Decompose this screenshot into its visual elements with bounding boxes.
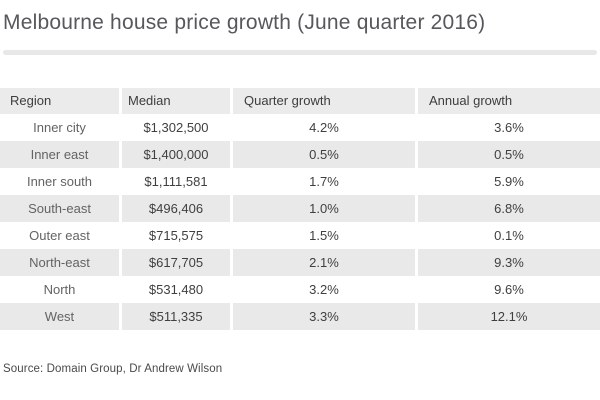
table-cell: $531,480: [122, 276, 230, 303]
table-cell: $1,302,500: [122, 114, 230, 141]
table-row: Inner east $1,400,000 0.5% 0.5%: [0, 141, 600, 168]
table-cell: 5.9%: [418, 168, 600, 195]
table-cell: North-east: [0, 249, 119, 276]
table-cell: South-east: [0, 195, 119, 222]
table-row: South-east $496,406 1.0% 6.8%: [0, 195, 600, 222]
table-cell: 3.3%: [233, 303, 415, 330]
header-cell: Annual growth: [418, 88, 600, 114]
table-cell: 2.1%: [233, 249, 415, 276]
table-cell: 0.1%: [418, 222, 600, 249]
table-body: Inner city $1,302,500 4.2% 3.6% Inner east $1…: [0, 114, 600, 330]
table-row: West $511,335 3.3% 12.1%: [0, 303, 600, 330]
table-row: Inner city $1,302,500 4.2% 3.6%: [0, 114, 600, 141]
page-title: Melbourne house price growth (June quart…: [3, 11, 486, 34]
header-cell: Quarter growth: [233, 88, 415, 114]
table-row: North-east $617,705 2.1% 9.3%: [0, 249, 600, 276]
table-cell: 4.2%: [233, 114, 415, 141]
table-cell: Inner south: [0, 168, 119, 195]
table-cell: North: [0, 276, 119, 303]
table-cell: 3.6%: [418, 114, 600, 141]
table-cell: $1,400,000: [122, 141, 230, 168]
source-note: Source: Domain Group, Dr Andrew Wilson: [3, 363, 223, 375]
table-cell: 1.5%: [233, 222, 415, 249]
table-cell: Inner city: [0, 114, 119, 141]
table-header-row: Region Median Quarter growth Annual growth: [0, 88, 600, 114]
table-cell: Inner east: [0, 141, 119, 168]
table-cell: 0.5%: [233, 141, 415, 168]
table-cell: 6.8%: [418, 195, 600, 222]
table-row: North $531,480 3.2% 9.6%: [0, 276, 600, 303]
table-cell: $511,335: [122, 303, 230, 330]
table-cell: West: [0, 303, 119, 330]
table-cell: 1.7%: [233, 168, 415, 195]
table-cell: $715,575: [122, 222, 230, 249]
table-cell: $496,406: [122, 195, 230, 222]
title-divider: [3, 50, 597, 55]
table-row: Outer east $715,575 1.5% 0.1%: [0, 222, 600, 249]
table-cell: 1.0%: [233, 195, 415, 222]
house-price-table: Region Median Quarter growth Annual growth …: [0, 88, 600, 330]
table-cell: 3.2%: [233, 276, 415, 303]
table-cell: Outer east: [0, 222, 119, 249]
table-cell: $1,111,581: [122, 168, 230, 195]
table-cell: 12.1%: [418, 303, 600, 330]
header-cell: Median: [122, 88, 230, 114]
header-cell: Region: [0, 88, 119, 114]
table-cell: 9.6%: [418, 276, 600, 303]
table-cell: $617,705: [122, 249, 230, 276]
table-cell: 0.5%: [418, 141, 600, 168]
table-cell: 9.3%: [418, 249, 600, 276]
table-row: Inner south $1,111,581 1.7% 5.9%: [0, 168, 600, 195]
